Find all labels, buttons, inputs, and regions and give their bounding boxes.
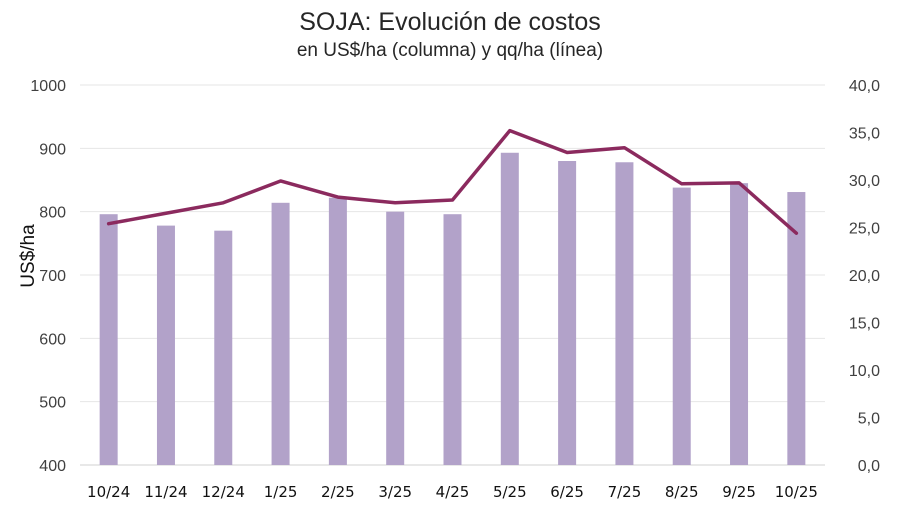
x-tick-label: 7/25 [608, 483, 642, 501]
line-series [106, 128, 799, 235]
x-tick-label: 9/25 [722, 483, 756, 501]
y-right-tick-label: 25,0 [849, 221, 880, 238]
y-right-tick-label: 10,0 [849, 363, 880, 380]
y-tick-label: 1000 [30, 78, 66, 95]
bar-2-25 [328, 197, 347, 465]
bar-3-25 [386, 211, 405, 465]
x-tick-label: 8/25 [665, 483, 699, 501]
y-tick-label: 400 [39, 458, 66, 475]
y-right-tick-label: 20,0 [849, 268, 880, 285]
x-tick-label: 5/25 [493, 483, 527, 501]
x-tick-label: 3/25 [378, 483, 412, 501]
x-tick-label: 10/24 [87, 483, 130, 501]
y-axis-left-ticks: 400 500 600 700 800 900 1000 [30, 78, 66, 475]
x-tick-label: 4/25 [436, 483, 470, 501]
x-tick-label: 6/25 [550, 483, 584, 501]
y-tick-label: 600 [39, 331, 66, 348]
chart-subtitle: en US$/ha (columna) y qq/ha (línea) [297, 40, 603, 61]
bar-6-25 [558, 161, 577, 465]
y-right-tick-label: 40,0 [849, 78, 880, 95]
bar-1-25 [271, 202, 290, 466]
x-tick-label: 11/24 [144, 483, 187, 501]
bar-5-25 [500, 152, 519, 465]
bar-4-25 [443, 214, 462, 465]
bar-7-25 [615, 162, 634, 465]
x-axis-ticks: 10/24 11/24 12/24 1/25 2/25 3/25 4/25 5/25 6/25 7… [87, 483, 818, 501]
bar-series [99, 152, 806, 466]
bar-8-25 [672, 187, 691, 465]
y-axis-label: US$/ha [18, 224, 39, 288]
y-axis-right-ticks: 0,0 5,0 10,0 15,0 20,0 25,0 30,0 35,0 40,0 [849, 78, 880, 475]
bar-9-25 [730, 183, 749, 465]
bar-11-24 [156, 225, 175, 465]
y-right-tick-label: 35,0 [849, 126, 880, 143]
chart-title: SOJA: Evolución de costos [299, 8, 601, 36]
x-tick-label: 12/24 [202, 483, 245, 501]
x-tick-label: 1/25 [264, 483, 298, 501]
y-right-tick-label: 5,0 [858, 411, 880, 428]
y-right-tick-label: 0,0 [858, 458, 880, 475]
x-tick-label: 2/25 [321, 483, 355, 501]
y-tick-label: 900 [39, 141, 66, 158]
bar-12-24 [214, 230, 233, 465]
bar-10-24 [99, 214, 118, 465]
y-tick-label: 800 [39, 205, 66, 222]
y-tick-label: 700 [39, 268, 66, 285]
x-tick-label: 10/25 [775, 483, 818, 501]
y-right-tick-label: 30,0 [849, 173, 880, 190]
y-right-tick-label: 15,0 [849, 316, 880, 333]
bar-10-25 [787, 192, 806, 466]
y-tick-label: 500 [39, 395, 66, 412]
